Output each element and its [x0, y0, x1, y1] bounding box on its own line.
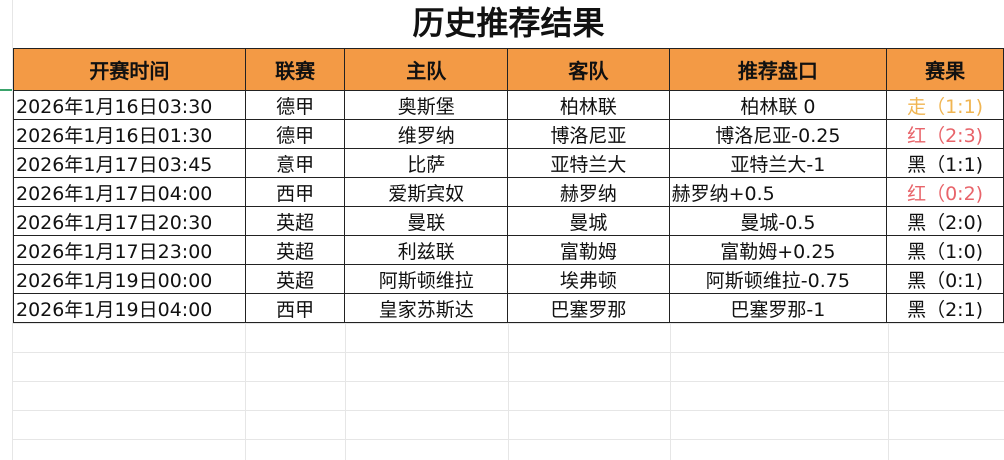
cell-pick[interactable]: 阿斯顿维拉-0.75 — [668, 264, 888, 294]
selected-row-marker — [0, 89, 12, 91]
cell-home[interactable]: 比萨 — [344, 148, 509, 178]
cell-away[interactable]: 柏林联 — [507, 90, 670, 120]
cell-league[interactable]: 英超 — [244, 264, 346, 294]
cell-home[interactable]: 利兹联 — [344, 235, 509, 265]
sheet-title[interactable]: 历史推荐结果 — [13, 0, 1004, 48]
cell-home[interactable]: 奥斯堡 — [344, 90, 509, 120]
cell-home[interactable]: 皇家苏斯达 — [344, 293, 509, 323]
cell-time[interactable]: 2026年1月19日00:00 — [13, 264, 246, 294]
table-row: 2026年1月17日03:45 意甲 比萨 亚特兰大 亚特兰大-1 黑（1:1) — [13, 148, 1004, 178]
cell-home[interactable]: 阿斯顿维拉 — [344, 264, 509, 294]
cell-league[interactable]: 意甲 — [244, 148, 346, 178]
row-header-gutter[interactable] — [0, 0, 13, 460]
cell-league[interactable]: 西甲 — [244, 293, 346, 323]
cell-result[interactable]: 黑（2:1) — [886, 293, 1004, 323]
header-row: 开赛时间 联赛 主队 客队 推荐盘口 赛果 — [13, 48, 1004, 91]
cell-time[interactable]: 2026年1月19日04:00 — [13, 293, 246, 323]
table-row: 2026年1月19日04:00 西甲 皇家苏斯达 巴塞罗那 巴塞罗那-1 黑（2:1) — [13, 293, 1004, 323]
gridline — [345, 324, 346, 460]
cell-time[interactable]: 2026年1月16日03:30 — [13, 90, 246, 120]
cell-league[interactable]: 德甲 — [244, 90, 346, 120]
gridline — [888, 324, 889, 460]
header-cell-pick[interactable]: 推荐盘口 — [668, 48, 888, 91]
table-row: 2026年1月16日01:30 德甲 维罗纳 博洛尼亚 博洛尼亚-0.25 红（2:3) — [13, 119, 1004, 149]
cell-league[interactable]: 英超 — [244, 206, 346, 236]
cell-result[interactable]: 黑（2:0) — [886, 206, 1004, 236]
cell-away[interactable]: 巴塞罗那 — [507, 293, 670, 323]
table-row: 2026年1月17日23:00 英超 利兹联 富勒姆 富勒姆+0.25 黑（1:0) — [13, 235, 1004, 265]
cell-away[interactable]: 曼城 — [507, 206, 670, 236]
cell-result[interactable]: 黑（1:0) — [886, 235, 1004, 265]
cell-away[interactable]: 赫罗纳 — [507, 177, 670, 207]
cell-away[interactable]: 埃弗顿 — [507, 264, 670, 294]
cell-result[interactable]: 走（1:1) — [886, 90, 1004, 120]
header-cell-away[interactable]: 客队 — [507, 48, 670, 91]
gridline — [245, 324, 246, 460]
cell-result[interactable]: 黑（1:1) — [886, 148, 1004, 178]
cell-result[interactable]: 红（2:3) — [886, 119, 1004, 149]
header-cell-league[interactable]: 联赛 — [244, 48, 346, 91]
cell-time[interactable]: 2026年1月16日01:30 — [13, 119, 246, 149]
cell-league[interactable]: 德甲 — [244, 119, 346, 149]
cell-pick[interactable]: 博洛尼亚-0.25 — [668, 119, 888, 149]
cell-time[interactable]: 2026年1月17日03:45 — [13, 148, 246, 178]
cell-result[interactable]: 红（0:2) — [886, 177, 1004, 207]
cell-pick[interactable]: 赫罗纳+0.5 — [668, 177, 888, 207]
table-row: 2026年1月17日04:00 西甲 爱斯宾奴 赫罗纳 赫罗纳+0.5 红（0:2) — [13, 177, 1004, 207]
table-row: 2026年1月16日03:30 德甲 奥斯堡 柏林联 柏林联 0 走（1:1) — [13, 90, 1004, 120]
cell-away[interactable]: 博洛尼亚 — [507, 119, 670, 149]
header-cell-result[interactable]: 赛果 — [886, 48, 1004, 91]
cell-pick[interactable]: 柏林联 0 — [668, 90, 888, 120]
cell-league[interactable]: 英超 — [244, 235, 346, 265]
gridline — [508, 324, 509, 460]
cell-pick[interactable]: 曼城-0.5 — [668, 206, 888, 236]
cell-time[interactable]: 2026年1月17日20:30 — [13, 206, 246, 236]
cell-pick[interactable]: 巴塞罗那-1 — [668, 293, 888, 323]
cell-league[interactable]: 西甲 — [244, 177, 346, 207]
cell-pick[interactable]: 富勒姆+0.25 — [668, 235, 888, 265]
cell-time[interactable]: 2026年1月17日04:00 — [13, 177, 246, 207]
cell-away[interactable]: 亚特兰大 — [507, 148, 670, 178]
cell-time[interactable]: 2026年1月17日23:00 — [13, 235, 246, 265]
cell-away[interactable]: 富勒姆 — [507, 235, 670, 265]
cell-home[interactable]: 维罗纳 — [344, 119, 509, 149]
results-table: 开赛时间 联赛 主队 客队 推荐盘口 赛果 2026年1月16日03:30 德甲奥… — [13, 48, 1004, 323]
cell-pick[interactable]: 亚特兰大-1 — [668, 148, 888, 178]
table-row: 2026年1月17日20:30 英超 曼联 曼城 曼城-0.5 黑（2:0) — [13, 206, 1004, 236]
table-row: 2026年1月19日00:00 英超 阿斯顿维拉 埃弗顿 阿斯顿维拉-0.75 黑（0:1… — [13, 264, 1004, 294]
gridline — [670, 324, 671, 460]
cell-home[interactable]: 爱斯宾奴 — [344, 177, 509, 207]
cell-home[interactable]: 曼联 — [344, 206, 509, 236]
header-cell-home[interactable]: 主队 — [344, 48, 509, 91]
header-cell-time[interactable]: 开赛时间 — [13, 48, 246, 91]
cell-result[interactable]: 黑（0:1) — [886, 264, 1004, 294]
